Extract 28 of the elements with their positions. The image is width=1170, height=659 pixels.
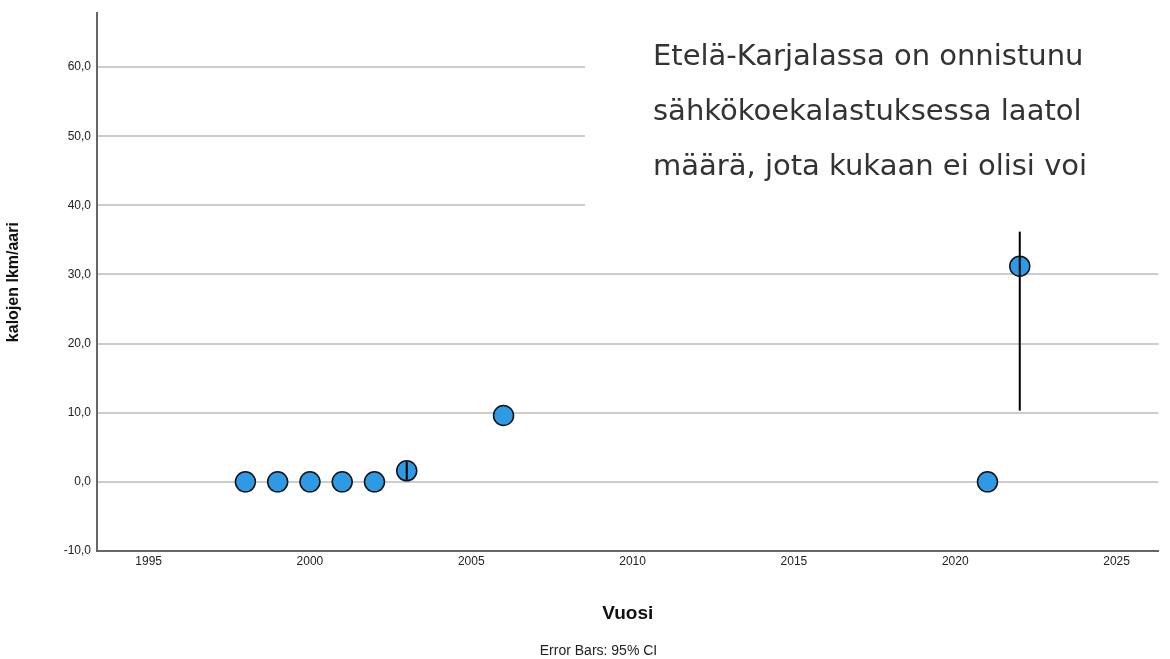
y-tick-label: -10,0 (63, 543, 92, 558)
x-tick-label: 2025 (1103, 553, 1131, 568)
x-tick-label: 2020 (941, 553, 969, 568)
y-tick-label: 60,0 (67, 59, 92, 74)
y-tick-label: 10,0 (67, 405, 92, 420)
point (492, 404, 515, 427)
annotation: määrä, jota kukaan ei olisi voi (653, 148, 1088, 182)
x-tick-label: 2000 (296, 553, 324, 568)
annotation: Etelä-Karjalassa on onnistunu (653, 38, 1084, 72)
point (299, 471, 321, 493)
point (363, 471, 386, 493)
x-axis-title: Vuosi (602, 601, 654, 623)
x-tick-label: 2015 (780, 553, 808, 568)
point (331, 471, 353, 493)
y-tick-label: 30,0 (67, 266, 92, 281)
point (266, 471, 289, 493)
y-axis-title: kalojen lkm/aari (4, 222, 22, 343)
point (976, 471, 999, 493)
y-tick-label: 0,0 (74, 474, 92, 489)
y-tick-label: 50,0 (67, 128, 92, 143)
x-tick-label: 1995 (135, 553, 163, 568)
y-tick-label: 20,0 (67, 335, 92, 350)
text: Error Bars: 95% CI (539, 641, 658, 658)
point (234, 471, 257, 493)
x-tick-label: 2010 (619, 553, 647, 568)
x-tick-label: 2005 (457, 553, 485, 568)
y-tick-label: 40,0 (67, 197, 92, 212)
annotation: sähkökoekalastuksessa laatol (653, 93, 1082, 127)
